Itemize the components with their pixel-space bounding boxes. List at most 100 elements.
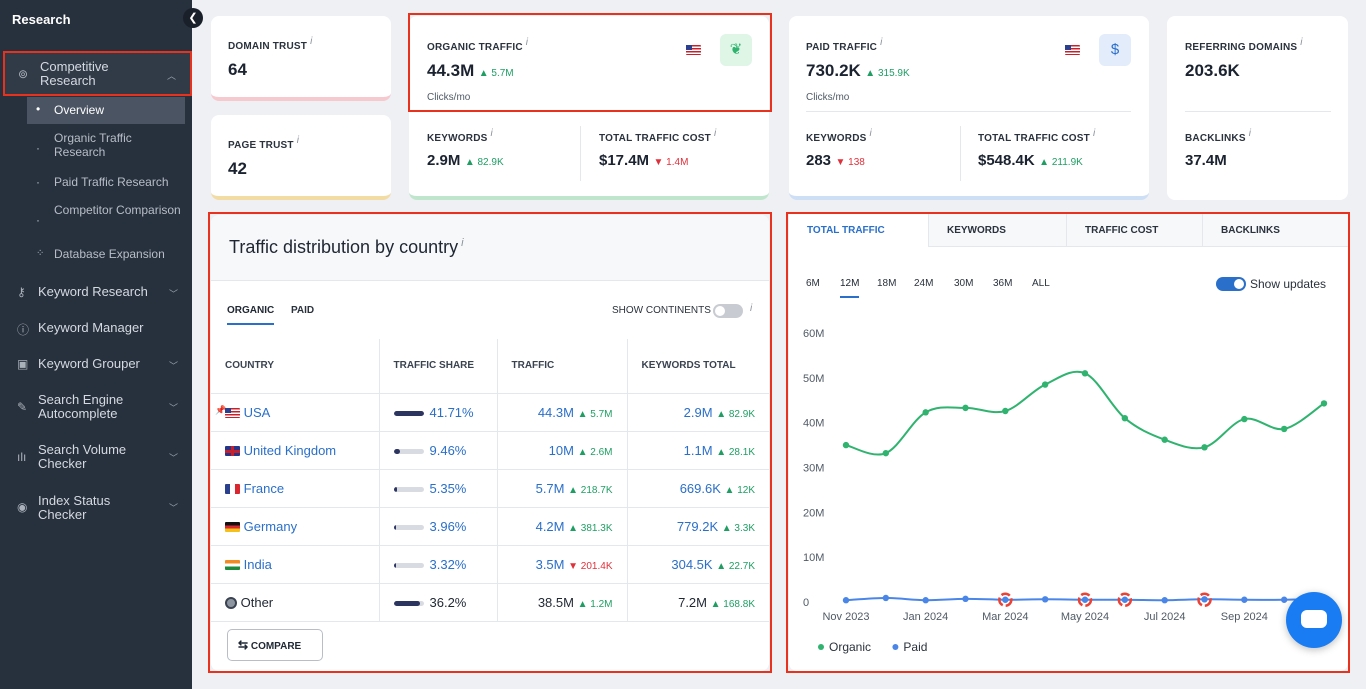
range-all[interactable]: ALL xyxy=(1032,278,1050,289)
range-12m[interactable]: 12M xyxy=(840,278,860,298)
info-icon: i xyxy=(525,37,529,48)
tab-backlinks[interactable]: BACKLINKS xyxy=(1203,214,1348,247)
data-point-paid xyxy=(922,597,929,604)
y-tick-label: 50M xyxy=(803,373,824,385)
table-row[interactable]: Germany 3.96% 4.2M ▲ 381.3K 779.2K ▲ 3.3K xyxy=(211,507,769,546)
data-point-paid xyxy=(1041,596,1049,603)
tab-paid[interactable]: PAID xyxy=(291,305,315,316)
keywords-value[interactable]: 1.1M xyxy=(683,442,713,458)
traffic-value[interactable]: 44.3M xyxy=(537,404,574,420)
share-bar xyxy=(393,410,424,416)
keywords-delta: ▲ 3.3K xyxy=(721,522,755,534)
tab-traffic-cost[interactable]: TRAFFIC COST xyxy=(1067,214,1203,247)
share-bar xyxy=(393,562,424,568)
uk-flag-icon xyxy=(225,446,240,457)
range-6m[interactable]: 6M xyxy=(806,278,820,289)
show-updates-toggle[interactable] xyxy=(1216,277,1246,291)
chevron-left-icon: ❮ xyxy=(188,12,198,24)
de-flag-icon xyxy=(225,522,240,533)
sidebar-item-competitive-research[interactable]: ⊚ Competitive Research ︿ xyxy=(3,51,192,96)
traffic-delta: ▼ 201.4K xyxy=(568,560,613,572)
country-name[interactable]: India xyxy=(243,556,272,572)
sidebar-subitem-organic-traffic[interactable]: · Organic Traffic Research xyxy=(36,131,132,159)
data-point-organic xyxy=(1041,381,1049,388)
x-tick-label: Nov 2023 xyxy=(822,611,869,623)
x-tick-label: Jul 2024 xyxy=(1144,611,1186,623)
series-line-organic xyxy=(845,370,1325,456)
country-name[interactable]: France xyxy=(243,480,285,496)
sidebar-subitem-competitor-comparison[interactable]: · Competitor Comparison xyxy=(36,203,181,227)
range-36m[interactable]: 36M xyxy=(993,278,1013,289)
collapse-sidebar-button[interactable]: ❮ xyxy=(183,8,203,28)
chevron-down-icon: ﹀ xyxy=(168,503,178,513)
distribution-title: Traffic distribution by country xyxy=(229,237,459,257)
traffic-delta: ▲ 218.7K xyxy=(568,484,613,496)
traffic-value[interactable]: 10M xyxy=(548,442,574,458)
domain-trust-card: DOMAIN TRUST i 64 xyxy=(211,16,391,101)
range-18m[interactable]: 18M xyxy=(877,278,897,289)
keywords-delta: ▲ 28.1K xyxy=(716,446,755,458)
keywords-delta: ▲ 12K xyxy=(724,484,755,496)
country-name[interactable]: United Kingdom xyxy=(243,442,337,458)
data-point-organic xyxy=(1241,415,1248,423)
sidebar-subitem-overview[interactable]: • Overview xyxy=(27,97,185,124)
table-row[interactable]: France 5.35% 5.7M ▲ 218.7K 669.6K ▲ 12K xyxy=(211,469,769,508)
tab-keywords[interactable]: KEYWORDS xyxy=(929,214,1067,247)
share-bar xyxy=(393,448,424,454)
data-point-organic xyxy=(1081,370,1089,377)
google-update-icon xyxy=(998,592,1013,608)
folder-icon: ▣ xyxy=(17,357,29,371)
paid-traffic-card: PAID TRAFFIC i $ 730.2K ▲ 315.9K Clicks/m… xyxy=(789,16,1149,200)
traffic-line-chart: 0 10M 20M 30M 40M 50M 60M Nov 2023 Jan 2024 Mar 2… xyxy=(803,328,1328,654)
show-updates-label: Show updates xyxy=(1250,277,1327,291)
data-point-organic xyxy=(882,449,890,457)
tab-organic[interactable]: ORGANIC xyxy=(227,305,275,325)
keywords-value[interactable]: 669.6K xyxy=(679,480,721,496)
data-point-paid xyxy=(1161,597,1168,604)
range-30m[interactable]: 30M xyxy=(954,278,974,289)
y-tick-label: 40M xyxy=(803,418,824,430)
keywords-value[interactable]: 779.2K xyxy=(676,518,719,534)
data-point-organic xyxy=(1002,407,1009,415)
data-point-organic xyxy=(1121,414,1129,422)
sidebar-subitem-paid-traffic[interactable]: · Paid Traffic Research xyxy=(36,175,169,189)
google-update-icon xyxy=(1197,592,1212,608)
x-tick-label: Mar 2024 xyxy=(982,611,1028,623)
country-name[interactable]: Germany xyxy=(243,518,298,534)
compare-arrows-icon: ⇆ xyxy=(238,638,249,652)
range-24m[interactable]: 24M xyxy=(914,278,934,289)
chevron-down-icon: ﹀ xyxy=(168,403,178,413)
keywords-value[interactable]: 2.9M xyxy=(683,404,713,420)
info-icon: i xyxy=(296,135,299,146)
sidebar-subitem-database-expansion[interactable]: ⁘ Database Expansion xyxy=(36,247,165,261)
tab-total-traffic[interactable]: TOTAL TRAFFIC xyxy=(789,214,929,247)
country-table: COUNTRY TRAFFIC SHARE TRAFFIC KEYWORDS T… xyxy=(211,339,769,622)
dollar-icon[interactable]: $ xyxy=(1099,34,1131,66)
chat-button[interactable] xyxy=(1286,592,1342,648)
keywords-value[interactable]: 304.5K xyxy=(671,556,713,572)
compare-button[interactable]: ⇆ COMPARE xyxy=(227,629,323,661)
data-point-paid xyxy=(1081,596,1089,603)
table-row[interactable]: India 3.32% 3.5M ▼ 201.4K 304.5K ▲ 22.7K xyxy=(211,545,769,584)
traffic-value[interactable]: 5.7M xyxy=(535,480,565,496)
y-tick-label: 10M xyxy=(803,552,824,564)
table-row[interactable]: 📌 USA 41.71% 44.3M ▲ 5.7M 2.9M ▲ 82.9K xyxy=(211,393,769,432)
google-update-icon xyxy=(1117,592,1133,608)
fr-flag-icon xyxy=(225,484,240,495)
pencil-icon: ✎ xyxy=(17,400,28,414)
sidebar-item-label: Competitive Research xyxy=(40,59,109,88)
chevron-down-icon: ﹀ xyxy=(168,453,178,463)
traffic-value[interactable]: 4.2M xyxy=(535,518,565,534)
data-point-organic xyxy=(1161,436,1168,443)
info-icon: i xyxy=(310,36,313,47)
share-value: 5.35% xyxy=(429,480,467,496)
country-name[interactable]: USA xyxy=(243,404,271,420)
table-row[interactable]: Other 36.2% 38.5M ▲ 1.2M 7.2M ▲ 168.8K xyxy=(211,583,769,622)
in-flag-icon xyxy=(225,560,240,571)
traffic-value[interactable]: 3.5M xyxy=(535,556,565,572)
data-point-paid xyxy=(882,594,890,602)
table-row[interactable]: United Kingdom 9.46% 10M ▲ 2.6M 1.1M ▲ 28.1… xyxy=(211,431,769,470)
show-continents-toggle[interactable] xyxy=(713,304,743,318)
leaf-icon[interactable]: ❦ xyxy=(720,34,752,66)
keywords-delta: ▲ 168.8K xyxy=(710,598,755,610)
